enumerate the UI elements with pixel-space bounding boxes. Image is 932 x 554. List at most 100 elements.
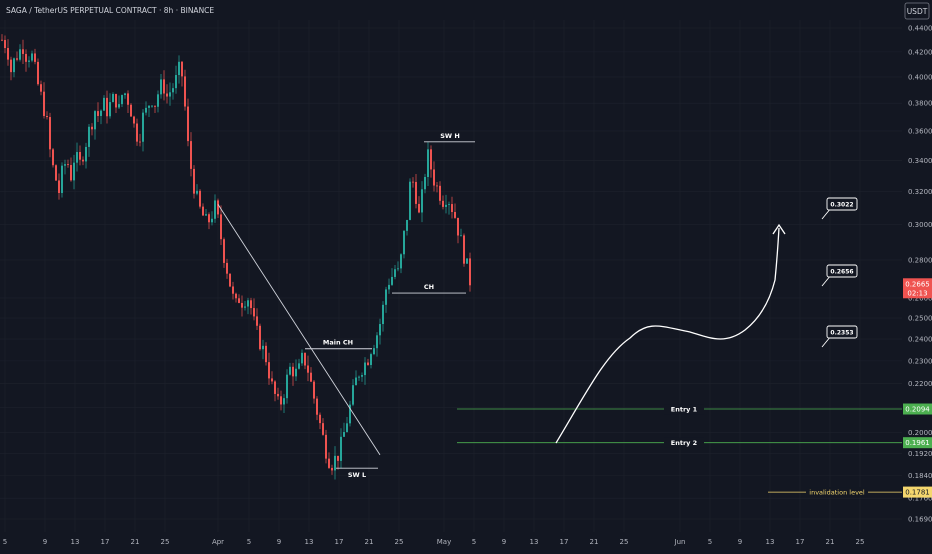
candle-body xyxy=(223,239,225,263)
price-tick-label: 0.4400 xyxy=(908,25,932,33)
candle-body xyxy=(154,105,156,107)
price-tick-label: 0.1920 xyxy=(908,450,932,458)
candle-body xyxy=(31,53,33,61)
candle-body xyxy=(292,366,294,377)
candle-body xyxy=(79,152,81,160)
candle-body xyxy=(160,79,162,95)
candle-body xyxy=(103,97,105,111)
price-tick-label: 0.2500 xyxy=(908,315,932,323)
time-tick-label: 5 xyxy=(247,538,251,546)
candle-body xyxy=(445,204,447,207)
candle-body xyxy=(37,61,39,85)
candle-body xyxy=(13,58,15,73)
candle-body xyxy=(34,53,36,62)
candle-body xyxy=(28,60,30,62)
chart-title: SAGA / TetherUS PERPETUAL CONTRACT · 8h … xyxy=(6,6,214,15)
candle-body xyxy=(355,377,357,386)
candle-body xyxy=(142,112,144,142)
candle-body xyxy=(277,393,279,397)
candle-body xyxy=(58,180,60,193)
candle-body xyxy=(364,362,366,376)
candle-body xyxy=(322,423,324,435)
candle-body xyxy=(208,214,210,223)
time-tick-label: 9 xyxy=(738,538,742,546)
candle-body xyxy=(148,105,150,108)
candle-body xyxy=(313,381,315,399)
candle-body xyxy=(100,110,102,116)
candle-body xyxy=(172,88,174,93)
candle-body xyxy=(415,181,417,204)
candle-body xyxy=(385,289,387,305)
target-label: 0.2353 xyxy=(830,330,853,337)
candle-body xyxy=(262,345,264,350)
candle-body xyxy=(391,276,393,285)
candle-body xyxy=(97,111,99,116)
candle-body xyxy=(91,126,93,130)
candle-body xyxy=(310,372,312,382)
candle-body xyxy=(448,204,450,205)
candle-body xyxy=(196,190,198,194)
candle-body xyxy=(295,368,297,377)
candle-body xyxy=(16,58,18,60)
price-label-value: 0.1961 xyxy=(905,439,930,447)
candle-body xyxy=(469,258,471,286)
candle-body xyxy=(349,404,351,424)
candle-body xyxy=(289,366,291,375)
candle-body xyxy=(373,348,375,355)
sw-l-label: SW L xyxy=(348,471,366,479)
candle-body xyxy=(298,363,300,369)
candle-body xyxy=(109,102,111,117)
candle-body xyxy=(283,398,285,405)
candle-body xyxy=(67,164,69,166)
candle-body xyxy=(82,159,84,162)
candle-body xyxy=(394,269,396,277)
candle-body xyxy=(40,84,42,92)
time-tick-label: 21 xyxy=(131,538,140,546)
candlesticks xyxy=(1,34,471,480)
candle-body xyxy=(343,432,345,437)
candle-body xyxy=(202,206,204,216)
time-tick-label: 25 xyxy=(856,538,865,546)
candle-body xyxy=(130,104,132,117)
projection-arrowhead xyxy=(772,223,786,235)
time-axis[interactable]: 5 9 13 17 21 25 Apr 5 9 13 17 21 25 May 5 9 13 17 21 25 Jun 5… xyxy=(3,538,865,546)
candle-body xyxy=(19,49,21,60)
candle-body xyxy=(457,217,459,236)
candle-body xyxy=(424,177,426,190)
candle-body xyxy=(55,165,57,181)
time-tick-label: 13 xyxy=(305,538,314,546)
candle-body xyxy=(382,304,384,325)
candle-body xyxy=(76,152,78,163)
candle-body xyxy=(94,111,96,130)
candle-body xyxy=(259,325,261,350)
ch-label: CH xyxy=(424,283,434,291)
time-tick-label: 21 xyxy=(365,538,374,546)
candle-body xyxy=(301,352,303,364)
time-tick-label: Apr xyxy=(212,538,224,546)
candle-body xyxy=(244,306,246,308)
price-tick-label: 0.1760 xyxy=(908,495,932,503)
price-tick-label: 0.3600 xyxy=(908,127,932,135)
candle-body xyxy=(232,286,234,294)
time-tick-label: Jun xyxy=(674,538,686,546)
candle-body xyxy=(139,141,141,143)
candle-body xyxy=(403,230,405,255)
price-tick-label: 0.3000 xyxy=(908,221,932,229)
target-label: 0.3022 xyxy=(830,202,853,209)
candle-body xyxy=(418,203,420,213)
candle-body xyxy=(121,95,123,105)
candle-body xyxy=(430,149,432,170)
price-axis[interactable]: 0.4400 0.4200 0.4000 0.3800 0.3600 0.3400 0.32… xyxy=(903,25,932,524)
candle-body xyxy=(235,293,237,299)
candle-body xyxy=(271,378,273,382)
candle-body xyxy=(151,105,153,107)
currency-badge[interactable]: USDT xyxy=(904,2,930,20)
candle-body xyxy=(433,169,435,186)
candle-body xyxy=(241,302,243,308)
candle-body xyxy=(451,204,453,213)
candle-body xyxy=(379,324,381,336)
candle-body xyxy=(376,335,378,349)
candle-body xyxy=(427,149,429,178)
